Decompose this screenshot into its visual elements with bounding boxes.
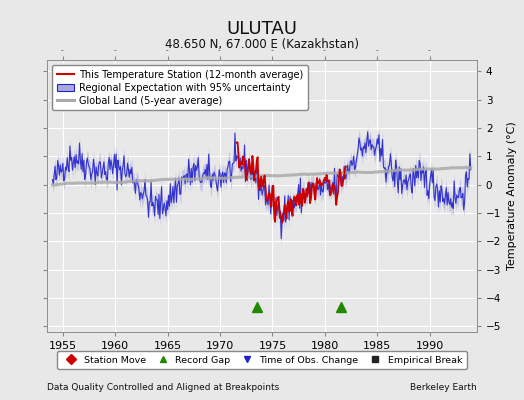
- Text: Berkeley Earth: Berkeley Earth: [410, 383, 477, 392]
- Legend: This Temperature Station (12-month average), Regional Expectation with 95% uncer: This Temperature Station (12-month avera…: [52, 65, 308, 110]
- Y-axis label: Temperature Anomaly (°C): Temperature Anomaly (°C): [507, 122, 517, 270]
- Text: 48.650 N, 67.000 E (Kazakhstan): 48.650 N, 67.000 E (Kazakhstan): [165, 38, 359, 51]
- Text: ULUTAU: ULUTAU: [226, 20, 298, 38]
- Text: Data Quality Controlled and Aligned at Breakpoints: Data Quality Controlled and Aligned at B…: [47, 383, 279, 392]
- Legend: Station Move, Record Gap, Time of Obs. Change, Empirical Break: Station Move, Record Gap, Time of Obs. C…: [57, 351, 467, 369]
